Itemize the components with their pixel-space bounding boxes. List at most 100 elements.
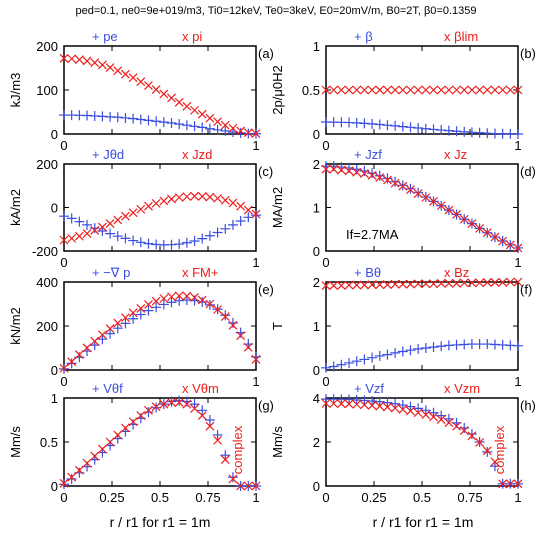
- data-point: [235, 215, 246, 226]
- data-point: [398, 405, 408, 414]
- data-point: [82, 56, 92, 66]
- data-point: [482, 446, 492, 456]
- data-point: [228, 474, 238, 484]
- data-point: [505, 240, 515, 250]
- data-point: [128, 235, 139, 246]
- data-point: [67, 233, 77, 243]
- data-point: [475, 278, 485, 288]
- data-point: [59, 479, 69, 490]
- data-point: [228, 198, 238, 208]
- data-point: [489, 461, 500, 472]
- data-point: [205, 421, 215, 431]
- plot-frame: [63, 397, 257, 487]
- y-tick-label: 1: [313, 201, 320, 216]
- data-point: [159, 196, 169, 206]
- x-tick-label: 0.75: [195, 490, 220, 505]
- data-point: [344, 280, 354, 290]
- data-point: [166, 396, 177, 407]
- data-point: [97, 222, 107, 232]
- y-axis-label: Mm/s: [270, 426, 285, 458]
- data-point: [329, 281, 339, 290]
- legend-entry: + Vzf: [354, 381, 384, 396]
- legend-entry: x pi: [182, 29, 202, 44]
- data-point: [151, 116, 162, 127]
- x-tick-label: 0.5: [413, 490, 431, 505]
- data-point: [128, 208, 138, 218]
- data-point: [452, 85, 461, 95]
- data-point: [405, 122, 416, 133]
- data-point: [490, 232, 500, 242]
- data-point: [406, 185, 415, 195]
- x-tick-label: 0.25: [99, 490, 124, 505]
- data-point: [135, 114, 146, 125]
- data-point: [352, 399, 362, 409]
- x-tick-label: 1: [514, 490, 521, 505]
- data-point: [167, 397, 176, 407]
- data-point: [398, 85, 408, 95]
- data-point: [120, 318, 131, 329]
- data-point: [490, 457, 500, 467]
- data-point: [459, 85, 469, 95]
- data-point: [321, 164, 331, 174]
- data-point: [66, 213, 77, 224]
- x-axis-label-left: r / r1 for r1 = 1m: [110, 514, 211, 530]
- data-point: [459, 278, 469, 288]
- data-point: [166, 118, 177, 128]
- data-point: [429, 412, 438, 422]
- data-point: [405, 183, 416, 194]
- data-point: [167, 292, 176, 302]
- data-point: [67, 54, 77, 64]
- data-point: [374, 396, 385, 407]
- data-point: [113, 318, 123, 328]
- data-point: [197, 405, 208, 416]
- data-point: [413, 123, 424, 134]
- data-point: [405, 401, 416, 412]
- data-point: [174, 397, 184, 407]
- data-point: [59, 211, 69, 222]
- data-point: [189, 235, 200, 246]
- x-tick-label: 0: [322, 255, 329, 270]
- data-point: [220, 223, 231, 234]
- data-point: [513, 277, 523, 287]
- data-point: [90, 451, 100, 461]
- data-point: [151, 198, 161, 208]
- data-point: [352, 280, 362, 290]
- x-tick-label: 0: [322, 374, 329, 389]
- data-point: [190, 404, 199, 413]
- data-point: [498, 85, 508, 95]
- data-point: [367, 401, 377, 410]
- data-point: [174, 193, 184, 202]
- data-point: [390, 85, 400, 95]
- data-point: [482, 446, 493, 457]
- data-point: [220, 120, 230, 130]
- x-tick-label: 0: [60, 490, 67, 505]
- panel-label: (a): [258, 46, 274, 61]
- data-point: [397, 180, 408, 191]
- data-point: [197, 109, 207, 119]
- x-tick-label: 1: [252, 490, 259, 505]
- data-point: [498, 236, 508, 246]
- data-point: [174, 291, 184, 301]
- data-point: [359, 165, 370, 176]
- y-tick-label: 200: [36, 39, 58, 54]
- data-point: [367, 118, 378, 129]
- data-point: [413, 189, 423, 199]
- data-point: [490, 278, 500, 287]
- data-point: [344, 357, 355, 368]
- y-tick-label: 1: [313, 319, 320, 334]
- panel-label: (e): [258, 282, 274, 297]
- x-tick-label: 0.75: [457, 490, 482, 505]
- data-point: [375, 401, 385, 411]
- data-point: [158, 117, 169, 128]
- y-tick-label: 4: [313, 391, 320, 406]
- data-point: [59, 363, 69, 373]
- data-point: [344, 166, 354, 176]
- y-tick-label: 1: [51, 391, 58, 406]
- x-tick-label: 0: [60, 374, 67, 389]
- data-point: [459, 214, 469, 224]
- data-point: [251, 129, 261, 138]
- data-point: [158, 299, 169, 310]
- data-point: [121, 69, 130, 79]
- data-point: [513, 129, 523, 139]
- data-point: [167, 93, 176, 103]
